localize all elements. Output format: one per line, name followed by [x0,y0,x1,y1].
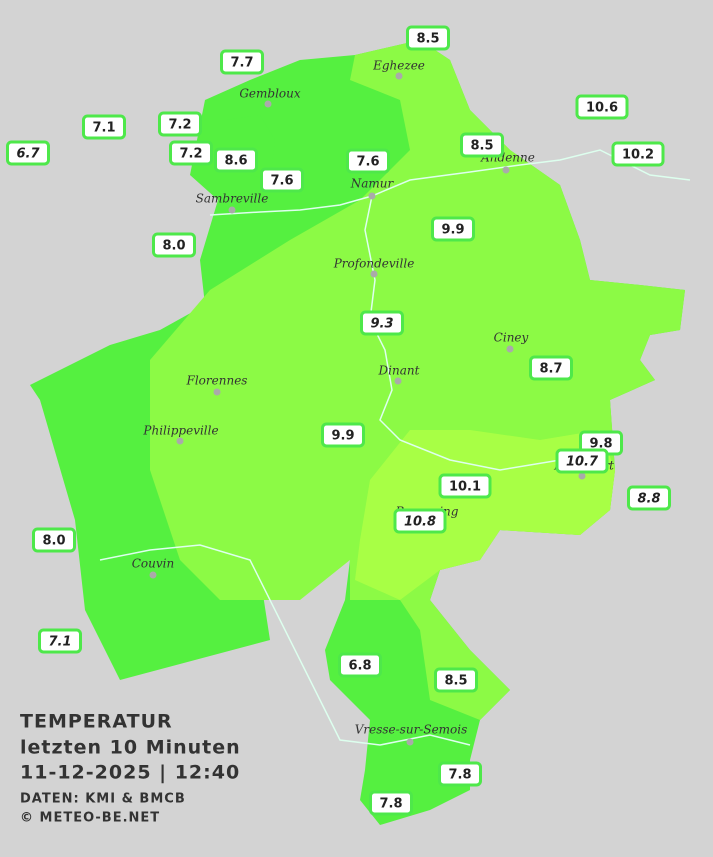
city-label: Namur [350,177,395,191]
station-box [575,94,629,120]
station-value: 7.1 [48,635,71,650]
city-dot [149,571,157,579]
station-value: 10.7 [566,455,599,470]
city-dot [370,270,378,278]
river-meuse [209,149,691,216]
city-label: Philippeville [142,424,218,438]
city-dot [368,192,376,200]
city-dot [394,377,402,385]
city-label: Couvin [132,557,174,571]
station-box [555,448,609,474]
caption-source: DATEN: KMI & BMCB [20,792,186,807]
station-box [82,114,126,140]
caption-timestamp: 11-12-2025 | 12:40 [20,762,240,784]
station-value: 7.2 [179,147,202,162]
city-dot [578,472,586,480]
station-value: 7.7 [230,56,253,71]
station-box [321,422,365,448]
zone-warmest [355,430,615,600]
city-dot [395,72,403,80]
station-value: 8.5 [416,32,439,47]
station-box [406,25,450,51]
station-box [431,216,475,242]
station-value: 8.5 [470,139,493,154]
station-box [529,355,573,381]
city-label: Ciney [494,331,529,345]
station-value: 8.5 [444,674,467,689]
station-box [338,652,382,678]
station-box [38,628,82,654]
station-value: 8.0 [42,534,65,549]
station-value: 7.6 [270,174,293,189]
caption-copyright: © METEO-BE.NET [20,811,160,826]
station-value: 8.7 [539,362,562,377]
station-box [393,508,447,534]
station-value: 9.9 [441,223,464,238]
station-box [434,667,478,693]
station-box [460,132,504,158]
river-semois [99,544,471,746]
station-value: 7.6 [356,155,379,170]
station-value: 8.6 [224,154,247,169]
station-value: 7.8 [379,797,402,812]
city-dot [213,388,221,396]
city-dot [228,206,236,214]
station-value: 7.1 [92,121,115,136]
station-value: 9.8 [589,437,612,452]
station-value: 6.8 [348,659,371,674]
city-dot [264,100,272,108]
station-box [158,111,202,137]
station-box [152,232,196,258]
city-label: Dinant [378,364,420,378]
station-value: 7.8 [448,768,471,783]
city-label: Profondeville [333,257,415,271]
station-box [438,473,492,499]
station-value: 8.8 [637,492,660,507]
station-value: 8.0 [162,239,185,254]
station-box [611,141,665,167]
city-label: Gembloux [239,87,301,101]
station-value: 7.2 [168,118,191,133]
caption-subtitle: letzten 10 Minuten [20,737,241,759]
city-label: Eghezee [372,59,425,73]
station-value: 10.1 [449,480,481,495]
city-label: Sambreville [196,192,269,206]
station-value: 6.7 [16,147,40,162]
station-box [260,167,304,193]
station-box [346,148,390,174]
station-value: 9.3 [370,317,393,332]
city-label: Vresse-sur-Semois [355,723,468,737]
station-box [32,527,76,553]
station-box [214,147,258,173]
station-box [6,140,50,166]
station-box [369,790,413,816]
city-label: Florennes [186,374,248,388]
station-box [220,49,264,75]
station-box [627,485,671,511]
city-dot [176,437,184,445]
city-dot [406,738,414,746]
station-value: 10.6 [586,101,618,116]
station-value: 10.8 [404,515,436,530]
city-dot [506,345,514,353]
station-value: 10.2 [622,148,654,163]
station-box [438,761,482,787]
caption-title: TEMPERATUR [20,711,173,733]
station-value: 9.9 [331,429,354,444]
station-box [169,140,213,166]
station-box [360,310,404,336]
zone-warm [150,40,685,720]
city-dot [502,166,510,174]
